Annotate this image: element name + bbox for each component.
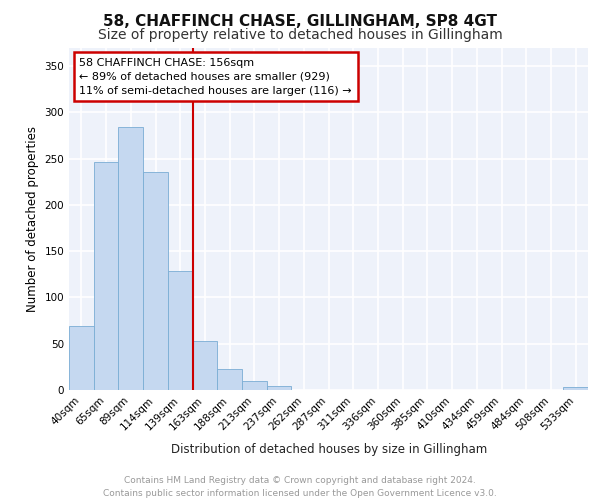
Bar xyxy=(118,127,143,390)
Bar xyxy=(168,270,193,390)
Text: Distribution of detached houses by size in Gillingham: Distribution of detached houses by size … xyxy=(170,442,487,456)
Text: Size of property relative to detached houses in Gillingham: Size of property relative to detached ho… xyxy=(98,28,502,42)
Bar xyxy=(563,387,588,390)
Text: 58 CHAFFINCH CHASE: 156sqm
← 89% of detached houses are smaller (929)
11% of sem: 58 CHAFFINCH CHASE: 156sqm ← 89% of deta… xyxy=(79,58,352,96)
Bar xyxy=(242,380,267,390)
Text: Contains HM Land Registry data © Crown copyright and database right 2024.
Contai: Contains HM Land Registry data © Crown c… xyxy=(103,476,497,498)
Bar xyxy=(193,341,217,390)
Text: 58, CHAFFINCH CHASE, GILLINGHAM, SP8 4GT: 58, CHAFFINCH CHASE, GILLINGHAM, SP8 4GT xyxy=(103,14,497,29)
Bar xyxy=(69,326,94,390)
Bar xyxy=(267,386,292,390)
Y-axis label: Number of detached properties: Number of detached properties xyxy=(26,126,39,312)
Bar xyxy=(217,368,242,390)
Bar xyxy=(94,162,118,390)
Bar xyxy=(143,172,168,390)
